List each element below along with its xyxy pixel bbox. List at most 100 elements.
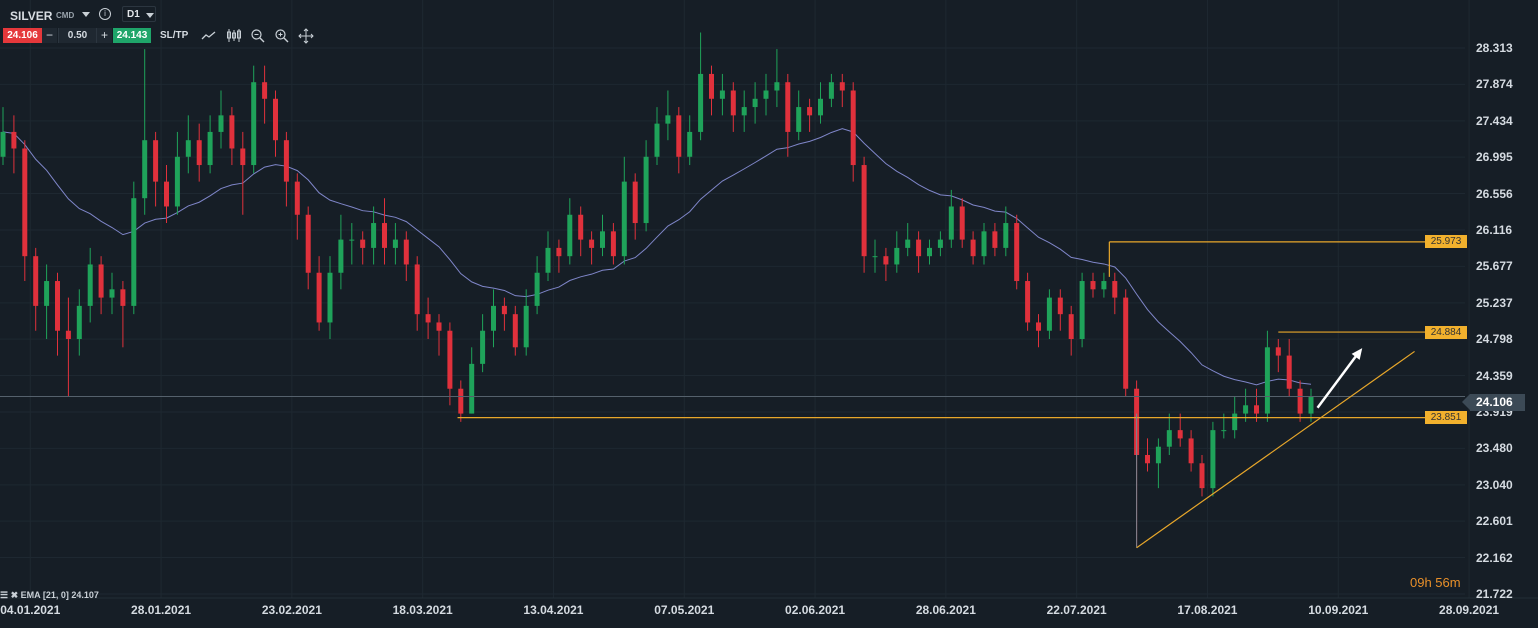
arrow-line[interactable] bbox=[1316, 352, 1360, 409]
candle-body bbox=[196, 140, 202, 166]
candle-body bbox=[1079, 281, 1085, 340]
candle-body bbox=[828, 82, 834, 99]
y-tick-label: 23.040 bbox=[1476, 477, 1513, 492]
line-chart-icon[interactable] bbox=[201, 28, 217, 44]
candle-body bbox=[1101, 281, 1107, 290]
indicator-settings-icon[interactable]: ☰ bbox=[0, 590, 9, 600]
candle-body bbox=[425, 314, 431, 323]
y-tick-label: 28.313 bbox=[1476, 41, 1513, 55]
y-tick-label: 24.359 bbox=[1476, 368, 1513, 383]
candle-body bbox=[185, 140, 191, 157]
y-tick-label: 23.480 bbox=[1476, 441, 1513, 456]
candle-body bbox=[883, 256, 889, 265]
move-icon[interactable] bbox=[298, 28, 314, 44]
chevron-down-icon bbox=[146, 13, 154, 18]
volume-input[interactable]: 0.50 bbox=[58, 28, 97, 43]
ema-line bbox=[2, 128, 1312, 386]
candle-body bbox=[916, 239, 922, 257]
timeframe-select[interactable]: D1 bbox=[122, 6, 156, 22]
candle-body bbox=[1057, 297, 1063, 315]
y-tick-label: 22.162 bbox=[1476, 550, 1513, 565]
remove-indicator-icon[interactable]: ✖ bbox=[10, 590, 19, 600]
sltp-button[interactable]: SL/TP bbox=[160, 30, 189, 41]
buy-button[interactable]: 24.143 bbox=[113, 28, 151, 43]
candle-body bbox=[1188, 438, 1194, 464]
x-tick-label: 07.05.2021 bbox=[654, 603, 715, 617]
candle-body bbox=[1014, 223, 1020, 282]
candle-body bbox=[1286, 355, 1292, 389]
x-tick-label: 18.03.2021 bbox=[392, 603, 453, 617]
candle-body bbox=[1155, 446, 1161, 464]
y-tick-label: 25.237 bbox=[1476, 295, 1513, 310]
trend-line[interactable] bbox=[1136, 350, 1415, 549]
candle-body bbox=[850, 90, 856, 166]
symbol-name[interactable]: SILVER bbox=[10, 9, 53, 23]
candle-body bbox=[512, 314, 518, 348]
candle-body bbox=[436, 322, 442, 331]
candle-body bbox=[403, 239, 409, 265]
candle-countdown: 09h 56m bbox=[1410, 575, 1461, 590]
x-tick-label: 22.07.2021 bbox=[1046, 603, 1107, 617]
candle-body bbox=[22, 148, 28, 257]
candle-body bbox=[1046, 297, 1052, 331]
candle-body bbox=[382, 223, 387, 248]
y-tick-label: 26.995 bbox=[1476, 150, 1513, 165]
candle-body bbox=[229, 115, 235, 149]
candle-body bbox=[872, 256, 878, 258]
candle-body bbox=[33, 256, 39, 306]
candle-body bbox=[589, 239, 595, 248]
candle-body bbox=[55, 281, 60, 331]
candle-body bbox=[643, 156, 649, 224]
candle-body bbox=[861, 165, 867, 257]
current-price-tag: 24.106 bbox=[1462, 394, 1525, 411]
candle-body bbox=[1243, 405, 1249, 414]
candle-body bbox=[98, 264, 104, 298]
x-tick-label: 28.09.2021 bbox=[1439, 603, 1500, 617]
candle-body bbox=[153, 140, 159, 182]
candles-layer bbox=[0, 32, 1314, 547]
candle-body bbox=[534, 272, 540, 306]
candle-body bbox=[109, 289, 115, 298]
candle-body bbox=[752, 98, 758, 108]
candle-body bbox=[1232, 413, 1238, 431]
ema-label: EMA [21, 0] 24.107 bbox=[20, 590, 99, 600]
candle-body bbox=[1308, 397, 1314, 414]
info-icon[interactable]: i bbox=[99, 8, 111, 20]
candle-body bbox=[1221, 430, 1227, 432]
zoom-out-icon[interactable] bbox=[250, 28, 266, 44]
sell-button[interactable]: 24.106 bbox=[3, 28, 42, 43]
candle-body bbox=[785, 82, 791, 132]
candle-body bbox=[65, 330, 71, 340]
drawings-layer[interactable] bbox=[0, 241, 1465, 549]
candle-body bbox=[87, 264, 93, 306]
candle-body bbox=[164, 181, 169, 207]
candle-body bbox=[621, 181, 627, 257]
ema-legend[interactable]: ☰ ✖ EMA [21, 0] 24.107 bbox=[0, 590, 99, 601]
x-tick-label: 23.02.2021 bbox=[261, 603, 322, 617]
candle-body bbox=[501, 305, 507, 315]
candle-body bbox=[360, 239, 366, 248]
candle-body bbox=[0, 131, 6, 157]
candle-body bbox=[327, 272, 333, 323]
candle-body bbox=[305, 214, 311, 273]
candle-body bbox=[294, 181, 300, 215]
candle-body bbox=[469, 363, 475, 414]
y-tick-label: 27.874 bbox=[1476, 77, 1513, 92]
candle-body bbox=[120, 289, 126, 306]
candle-body bbox=[273, 98, 278, 141]
symbol-dropdown-icon[interactable] bbox=[82, 12, 90, 17]
y-tick-label: 26.556 bbox=[1476, 186, 1513, 201]
candle-body bbox=[719, 90, 725, 99]
x-tick-label: 28.06.2021 bbox=[915, 603, 976, 617]
volume-decrease-button[interactable]: − bbox=[42, 28, 57, 43]
candle-body bbox=[283, 140, 289, 182]
candle-body bbox=[567, 214, 573, 257]
candlestick-icon[interactable] bbox=[226, 28, 242, 44]
candle-body bbox=[927, 247, 932, 257]
x-tick-label: 04.01.2021 bbox=[0, 603, 61, 617]
candle-body bbox=[992, 231, 998, 248]
zoom-in-icon[interactable] bbox=[274, 28, 290, 44]
candle-body bbox=[1123, 297, 1129, 389]
volume-increase-button[interactable]: + bbox=[97, 28, 112, 43]
